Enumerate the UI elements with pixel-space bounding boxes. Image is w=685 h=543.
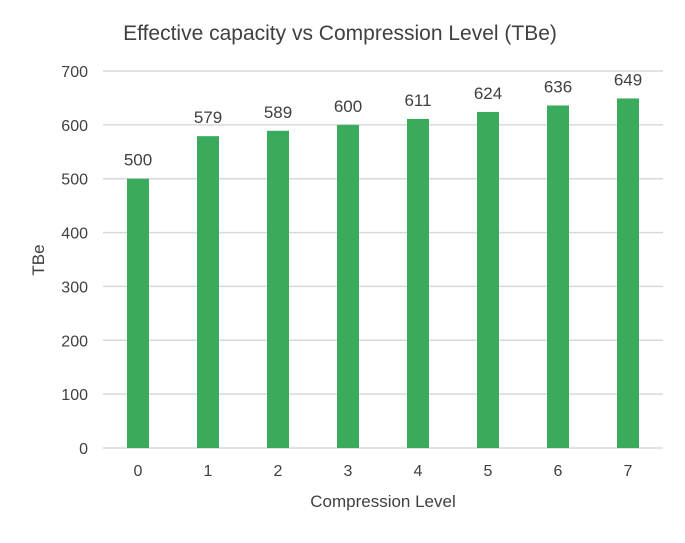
y-tick-label: 600 — [61, 118, 88, 135]
data-label: 649 — [614, 70, 642, 89]
y-tick-label: 100 — [61, 387, 88, 404]
x-tick-label: 1 — [204, 463, 213, 480]
bar — [197, 136, 219, 448]
data-label: 589 — [264, 103, 292, 122]
y-tick-label: 300 — [61, 279, 88, 296]
bar — [547, 105, 569, 449]
x-tick-label: 2 — [274, 463, 283, 480]
data-label: 624 — [474, 84, 502, 103]
bar — [127, 178, 149, 448]
y-tick-label: 400 — [61, 226, 88, 243]
data-label: 611 — [404, 91, 431, 110]
y-tick-label: 0 — [79, 441, 88, 458]
x-tick-label: 4 — [414, 463, 423, 480]
x-tick-label: 0 — [134, 463, 143, 480]
x-tick-label: 6 — [554, 463, 563, 480]
y-tick-label: 500 — [61, 172, 88, 189]
y-tick-label: 700 — [61, 64, 88, 81]
data-label: 579 — [194, 108, 222, 127]
x-tick-label: 7 — [624, 463, 633, 480]
y-axis-label: TBe — [29, 244, 48, 275]
bar — [617, 98, 639, 449]
data-label: 600 — [334, 97, 362, 116]
data-label: 500 — [124, 151, 152, 170]
chart-title: Effective capacity vs Compression Level … — [123, 22, 557, 45]
y-tick-label: 200 — [61, 333, 88, 350]
data-label: 636 — [544, 77, 572, 96]
x-axis-label: Compression Level — [310, 492, 456, 511]
bar — [337, 124, 359, 448]
x-tick-label: 3 — [344, 463, 353, 480]
bar — [267, 130, 289, 448]
bar — [477, 111, 499, 448]
x-tick-label: 5 — [484, 463, 493, 480]
bar — [407, 118, 429, 448]
